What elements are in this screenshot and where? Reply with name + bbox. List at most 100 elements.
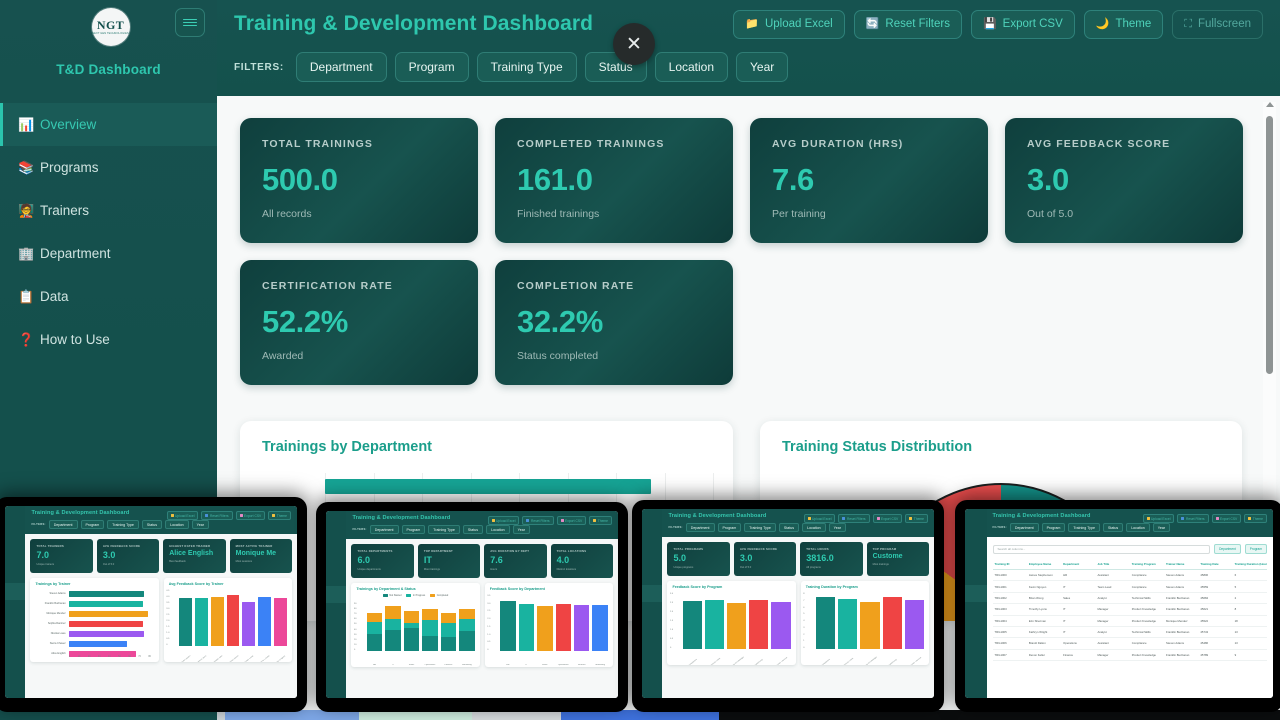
- fullscreen-button[interactable]: ⛶ Fullscreen: [1172, 9, 1263, 39]
- preview-export-csv[interactable]: Export CSV: [556, 516, 587, 525]
- filter-program[interactable]: Program: [394, 52, 469, 82]
- preview-theme[interactable]: Theme: [268, 511, 291, 520]
- theme-label: Theme: [1115, 18, 1152, 30]
- chart-x-labels: HR IT Sales Operations Finance Marketing: [372, 664, 472, 666]
- kpi-sub: Awarded: [262, 350, 304, 362]
- chart-y-axis: 90 80 70 60 50 40 30 20 10 0: [354, 603, 357, 651]
- preview-filter-department[interactable]: Department: [48, 520, 78, 529]
- preview-actions: Upload Excel Reset Filters Export CSV Th…: [1142, 514, 1267, 523]
- preview-kpi-label: TOTAL PROGRAMS: [673, 547, 704, 551]
- preview-filter-location[interactable]: Location: [1126, 523, 1150, 532]
- kpi-avg-feedback-score: AVG FEEDBACK SCORE 3.0 Out of 5.0: [1005, 118, 1243, 243]
- preview-filter-training-type[interactable]: Training Type: [107, 520, 139, 529]
- logo-subtext: NEXT GEN TECHNOLOGIES: [92, 32, 129, 35]
- preview-filter-program[interactable]: Program: [1041, 523, 1066, 532]
- preview-filter-year[interactable]: Year: [828, 523, 846, 532]
- preview-filter-training-type[interactable]: Training Type: [744, 523, 776, 532]
- table-row[interactable]: TRG1006 Brandi Dalton Operations Assistant…: [992, 637, 1267, 650]
- table-row[interactable]: TRG1005 Kathryn Wright IT Analyst Technica…: [992, 626, 1267, 639]
- preview-filter-location[interactable]: Location: [165, 520, 189, 529]
- filter-department[interactable]: Department: [295, 52, 387, 82]
- preview-filter-year[interactable]: Year: [191, 520, 209, 529]
- preview-reset-filters[interactable]: Reset Filters: [201, 511, 233, 520]
- col-employee-name[interactable]: Employee Name: [1026, 559, 1062, 570]
- preview-reset-filters[interactable]: Reset Filters: [838, 514, 870, 523]
- horizontal-bars: [68, 590, 151, 657]
- preview-export-csv[interactable]: Export CSV: [235, 511, 266, 520]
- preview-upload-excel[interactable]: Upload Excel: [487, 516, 520, 525]
- preview-kpi-top-program: TOP PROGRAM Custome Most trainings: [866, 542, 929, 576]
- col-training-date[interactable]: Training Date: [1198, 559, 1233, 570]
- table-row[interactable]: TRG1001 Kevin Nguyen IT Team Lead Complian…: [992, 580, 1267, 593]
- filter-location[interactable]: Location: [654, 52, 729, 82]
- table-row[interactable]: TRG1003 Timothy Lyons IT Manager Product K…: [992, 603, 1267, 616]
- preview-upload-excel[interactable]: Upload Excel: [803, 514, 836, 523]
- filter-training-type[interactable]: Training Type: [476, 52, 577, 82]
- preview-reset-filters[interactable]: Reset Filters: [1177, 514, 1209, 523]
- preview-theme[interactable]: Theme: [1244, 514, 1267, 523]
- table-row[interactable]: TRG1007 Devon Keller Finance Manager Produ…: [992, 649, 1267, 662]
- table-row[interactable]: TRG1002 Brian Wong Sales Analyst Technical…: [992, 592, 1267, 605]
- sidebar-item-data[interactable]: 📋 Data: [0, 275, 217, 318]
- sidebar-item-programs[interactable]: 📚 Programs: [0, 146, 217, 189]
- preview-card-programs[interactable]: Training & Development Dashboard Upload …: [632, 500, 944, 712]
- preview-reset-filters[interactable]: Reset Filters: [522, 516, 554, 525]
- sidebar-item-trainers[interactable]: 🧑‍🏫 Trainers: [0, 189, 217, 232]
- preview-upload-excel[interactable]: Upload Excel: [1142, 514, 1175, 523]
- preview-upload-excel[interactable]: Upload Excel: [166, 511, 199, 520]
- table-filter-department[interactable]: Department: [1214, 544, 1241, 554]
- preview-filter-training-type[interactable]: Training Type: [1068, 523, 1100, 532]
- preview-filter-training-type[interactable]: Training Type: [428, 525, 460, 534]
- table-filter-program[interactable]: Program: [1244, 544, 1267, 554]
- col-job-title[interactable]: Job Title: [1095, 559, 1130, 570]
- kpi-label: COMPLETION RATE: [517, 280, 635, 292]
- preview-export-csv[interactable]: Export CSV: [872, 514, 903, 523]
- preview-filter-department[interactable]: Department: [685, 523, 715, 532]
- col-trainer-name[interactable]: Trainer Name: [1164, 559, 1199, 570]
- preview-filter-program[interactable]: Program: [401, 525, 426, 534]
- col-training-id[interactable]: Training ID: [992, 559, 1027, 570]
- preview-filter-year[interactable]: Year: [1152, 523, 1171, 532]
- preview-theme[interactable]: Theme: [589, 516, 612, 525]
- upload-excel-button[interactable]: 📁 Upload Excel: [733, 9, 845, 39]
- hamburger-icon[interactable]: [175, 8, 205, 37]
- reset-filters-button[interactable]: 🔄 Reset Filters: [853, 9, 962, 39]
- preview-theme[interactable]: Theme: [905, 514, 928, 523]
- preview-filter-status[interactable]: Status: [462, 525, 484, 534]
- theme-button[interactable]: 🌙 Theme: [1083, 9, 1164, 39]
- preview-card-department[interactable]: Training & Development Dashboard Upload …: [316, 502, 628, 712]
- export-csv-button[interactable]: 💾 Export CSV: [970, 9, 1075, 39]
- preview-card-data[interactable]: Training & Development Dashboard Upload …: [955, 500, 1280, 712]
- table-row[interactable]: TRG1004 Erin Sherman IT Manager Product Kn…: [992, 615, 1267, 627]
- scroll-up-arrow-icon[interactable]: [1266, 102, 1274, 107]
- preview-filter-program[interactable]: Program: [717, 523, 742, 532]
- preview-filter-department[interactable]: Department: [369, 525, 399, 534]
- close-icon[interactable]: ✕: [613, 23, 655, 65]
- preview-filter-location[interactable]: Location: [802, 523, 826, 532]
- filters-label: FILTERS:: [234, 61, 284, 73]
- filter-year[interactable]: Year: [736, 52, 789, 82]
- sidebar-item-label: Department: [40, 246, 111, 261]
- search-input[interactable]: Search all columns...: [992, 544, 1211, 554]
- col-department[interactable]: Department: [1061, 559, 1096, 570]
- preview-filter-year[interactable]: Year: [512, 525, 530, 534]
- preview-filter-status[interactable]: Status: [1102, 523, 1124, 532]
- preview-kpi-total-trainers: TOTAL TRAINERS 7.0 Unique trainers: [30, 539, 93, 573]
- sidebar-item-how-to-use[interactable]: ❓ How to Use: [0, 318, 217, 361]
- sidebar-item-department[interactable]: 🏢 Department: [0, 232, 217, 275]
- preview-filter-location[interactable]: Location: [486, 525, 510, 534]
- col-training-duration[interactable]: Training Duration (Hours): [1232, 559, 1267, 570]
- preview-panel-feedback-by-department: Feedback Score by Department 3.5 3.0 2.5…: [484, 583, 613, 667]
- table-row[interactable]: TRG1000 James Stephenson HR Assistant Comp…: [992, 569, 1267, 582]
- scrollbar-thumb[interactable]: [1266, 116, 1273, 374]
- preview-filter-status[interactable]: Status: [778, 523, 800, 532]
- preview-panel-title: Training Duration by Program: [805, 585, 858, 589]
- preview-card-trainers[interactable]: Training & Development Dashboard Upload …: [0, 497, 307, 712]
- preview-filter-status[interactable]: Status: [141, 520, 163, 529]
- preview-actions: Upload Excel Reset Filters Export CSV Th…: [487, 516, 612, 525]
- sidebar-item-overview[interactable]: 📊 Overview: [0, 103, 217, 146]
- preview-filter-department[interactable]: Department: [1009, 523, 1039, 532]
- preview-filter-program[interactable]: Program: [80, 520, 105, 529]
- preview-export-csv[interactable]: Export CSV: [1211, 514, 1242, 523]
- col-training-program[interactable]: Training Program: [1129, 559, 1165, 570]
